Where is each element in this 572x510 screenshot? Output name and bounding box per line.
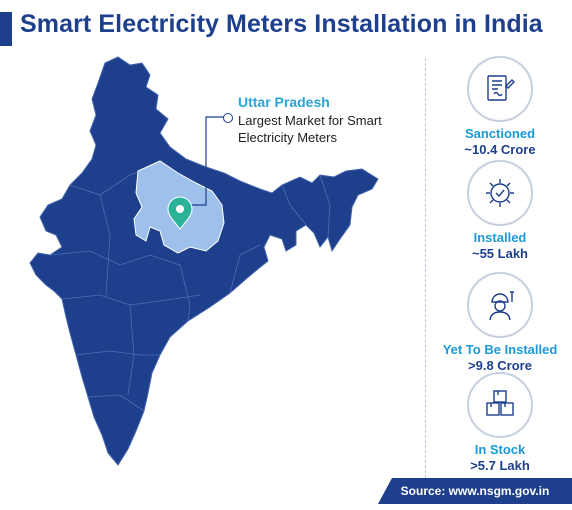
gear-check-icon [467,160,533,226]
stat-yet-to-be-installed: Yet To Be Installed >9.8 Crore [430,272,570,373]
stat-label: In Stock [474,442,526,457]
stat-in-stock: In Stock >5.7 Lakh [430,372,570,473]
stat-label: Yet To Be Installed [442,342,558,357]
stat-label: Installed [473,230,527,245]
callout-leader-line [180,116,224,206]
stat-value: ~10.4 Crore [464,142,536,157]
stat-label: Sanctioned [464,126,536,141]
stat-value: >5.7 Lakh [470,458,530,473]
callout-marker [223,113,233,123]
stat-installed: Installed ~55 Lakh [430,160,570,261]
source-banner: Source: www.nsgm.gov.in [378,478,572,504]
india-map [29,56,379,466]
stat-value: ~55 Lakh [471,246,528,261]
callout-description: Largest Market for Smart Electricity Met… [238,113,382,145]
stat-sanctioned: Sanctioned ~10.4 Crore [430,56,570,157]
state-borders [49,164,331,412]
contract-document-icon [467,56,533,122]
location-pin-icon [167,196,193,230]
technician-icon [467,272,533,338]
divider-line [425,58,426,478]
india-outline [29,56,379,466]
stat-value: >9.8 Crore [468,358,532,373]
stacked-boxes-icon [467,372,533,438]
callout-state-name: Uttar Pradesh [238,94,330,110]
page-title: Smart Electricity Meters Installation in… [20,10,543,38]
title-accent-bar [0,12,12,46]
